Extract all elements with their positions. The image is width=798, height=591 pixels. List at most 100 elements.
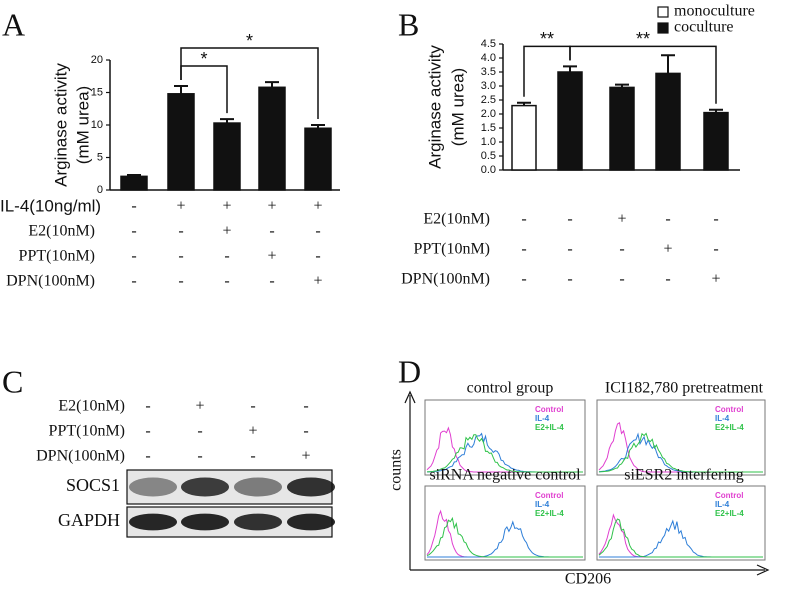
panel-label: B [398, 6, 419, 42]
condition-mark: - [145, 423, 150, 440]
blot-band [129, 477, 177, 497]
y-tick-label: 1.5 [481, 122, 496, 134]
y-tick-label: 4.0 [481, 52, 496, 64]
subplot-frame [596, 485, 766, 561]
legend-label: IL-4 [715, 500, 730, 509]
bar [511, 104, 537, 171]
panel-label: D [398, 353, 421, 389]
bar [167, 93, 195, 191]
band-label: GAPDH [58, 510, 120, 530]
condition-mark: - [567, 241, 572, 258]
blot-band [181, 513, 229, 531]
blot-band [181, 477, 229, 497]
blot-band [287, 477, 335, 497]
bar [655, 72, 681, 171]
condition-mark: - [567, 211, 572, 228]
error-bar [311, 124, 325, 129]
histogram-curve [598, 432, 763, 473]
condition-mark: + [663, 241, 672, 258]
histogram-curve [426, 516, 583, 558]
y-tick-label: 5 [97, 151, 103, 163]
condition-mark: + [267, 248, 276, 265]
bar [557, 71, 583, 171]
legend-label: IL-4 [535, 414, 550, 423]
condition-mark: + [617, 211, 626, 228]
condition-mark: - [567, 271, 572, 288]
condition-mark: - [303, 423, 308, 440]
error-bar [709, 108, 723, 113]
y-axis-label: Arginase activity [425, 45, 444, 169]
condition-label: DPN(100nM) [6, 273, 95, 290]
error-bar [127, 174, 141, 177]
legend-label: IL-4 [535, 500, 550, 509]
condition-mark: - [145, 398, 150, 415]
y-tick-label: 15 [91, 86, 103, 98]
subplot-frame [424, 485, 586, 561]
condition-label: IL-4(10ng/ml) [0, 196, 101, 215]
condition-mark: - [665, 211, 670, 228]
bar [304, 127, 332, 191]
significance-bracket [180, 47, 319, 119]
condition-mark: - [665, 271, 670, 288]
legend-swatch [657, 6, 669, 18]
significance-label: ** [636, 29, 650, 49]
band-label: SOCS1 [66, 475, 120, 495]
y-tick-label: 1.0 [481, 136, 496, 148]
y-tick-label: 2.5 [481, 94, 496, 106]
significance-label: * [200, 49, 207, 69]
legend-label: E2+IL-4 [715, 423, 744, 432]
condition-mark: - [178, 273, 183, 290]
condition-mark: - [315, 248, 320, 265]
blot-band [287, 513, 335, 531]
condition-mark: - [145, 448, 150, 465]
condition-mark: - [131, 223, 136, 240]
legend-swatch [657, 22, 669, 34]
condition-mark: - [521, 271, 526, 288]
condition-mark: - [250, 398, 255, 415]
condition-mark: + [267, 198, 276, 215]
legend-label: coculture [674, 19, 734, 36]
bar [120, 175, 148, 191]
y-tick-label: 0.5 [481, 150, 496, 162]
condition-mark: - [250, 448, 255, 465]
condition-mark: + [313, 198, 322, 215]
bar [703, 111, 729, 171]
error-bar [615, 83, 629, 88]
x-axis-label: CD206 [565, 571, 611, 588]
condition-mark: - [269, 223, 274, 240]
legend-label: Control [535, 405, 563, 414]
panel-label: C [2, 363, 23, 399]
blot-band [234, 513, 282, 531]
condition-mark: - [178, 248, 183, 265]
histogram-curve [426, 434, 583, 473]
panel-label: A [2, 6, 25, 42]
legend-label: Control [715, 405, 743, 414]
subplot-title: control group [467, 380, 554, 397]
legend-label: IL-4 [715, 414, 730, 423]
y-tick-label: 4.5 [481, 38, 496, 50]
subplot-frame [424, 399, 586, 476]
legend-label: Control [715, 491, 743, 500]
axis-arrows [404, 390, 770, 576]
condition-label: PPT(10nM) [414, 241, 490, 258]
significance-label: * [246, 31, 253, 51]
y-tick-label: 10 [91, 119, 103, 131]
condition-mark: + [248, 423, 257, 440]
error-bar [563, 65, 577, 72]
condition-mark: - [303, 398, 308, 415]
legend-label: E2+IL-4 [535, 509, 564, 518]
condition-mark: + [313, 273, 322, 290]
condition-mark: - [197, 448, 202, 465]
condition-mark: - [619, 271, 624, 288]
condition-mark: + [222, 223, 231, 240]
significance-label: ** [540, 29, 554, 49]
blot-band [234, 477, 282, 497]
error-bar [220, 118, 234, 124]
error-bar [174, 85, 188, 94]
condition-mark: - [131, 198, 136, 215]
y-tick-label: 2.0 [481, 108, 496, 120]
histogram-curve [598, 518, 763, 558]
condition-mark: + [176, 198, 185, 215]
condition-mark: - [315, 223, 320, 240]
